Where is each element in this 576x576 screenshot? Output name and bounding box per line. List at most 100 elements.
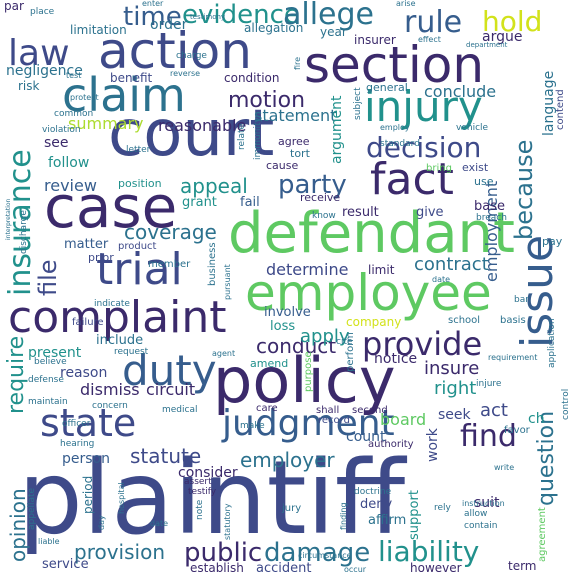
word-company: company — [346, 315, 402, 329]
word-include: include — [96, 333, 144, 348]
word-immunity: immunity — [253, 117, 263, 160]
word-public: public — [184, 538, 263, 568]
word-shall: shall — [316, 405, 340, 416]
word-department: department — [466, 41, 508, 49]
word-policy: policy — [213, 344, 396, 417]
word-accident: accident — [256, 561, 312, 576]
word-charge: charge — [176, 51, 207, 61]
word-summary: summary — [68, 114, 144, 133]
word-pay: pay — [542, 235, 563, 248]
word-contract: contract — [414, 254, 489, 275]
word-dismiss: dismiss — [80, 380, 140, 399]
word-court: court — [108, 97, 275, 171]
word-general: general — [366, 81, 408, 94]
word-right: right — [434, 378, 477, 399]
word-seek: seek — [438, 407, 471, 423]
word-agent: agent — [212, 349, 236, 358]
word-medical: medical — [162, 405, 198, 415]
word-member: member — [148, 259, 191, 270]
word-term: term — [508, 559, 537, 573]
word-defendant: defendant — [228, 201, 515, 266]
word-breach: breach — [476, 213, 507, 223]
word-suit: suit — [474, 495, 500, 511]
word-motion: motion — [228, 88, 306, 113]
word-testify: testify — [188, 487, 217, 497]
word-notice: notice — [374, 351, 418, 367]
word-action: action — [98, 22, 252, 80]
word-employee: employee — [245, 264, 492, 322]
word-however: however — [410, 561, 462, 575]
word-limitation: limitation — [70, 23, 127, 37]
word-relate: relate — [237, 123, 247, 150]
word-enter: enter — [142, 0, 164, 8]
word-allege: allege — [283, 0, 375, 32]
word-indicate: indicate — [94, 299, 130, 309]
word-year: year — [320, 25, 347, 39]
word-insure: insure — [424, 358, 480, 379]
word-letter: letter — [126, 145, 151, 155]
word-amend: amend — [250, 357, 289, 370]
word-request: request — [114, 347, 149, 357]
word-loss: loss — [270, 319, 296, 334]
word-finding: finding — [339, 502, 348, 530]
word-place: place — [30, 7, 55, 17]
word-state: state — [40, 401, 137, 445]
word-evidence: evidence — [182, 0, 300, 30]
word-standard: standard — [380, 139, 420, 149]
word-business: business — [207, 242, 218, 286]
word-contend: contend — [555, 89, 566, 130]
word-instruction: instruction — [462, 499, 505, 508]
word-condition: condition — [224, 71, 280, 85]
word-insurer: insurer — [354, 33, 396, 47]
word-argument: argument — [329, 95, 345, 164]
word-date: date — [432, 275, 451, 284]
word-require: require — [4, 335, 29, 414]
word-period: period — [81, 475, 95, 514]
word-risk: risk — [18, 79, 40, 93]
word-coverage: coverage — [124, 220, 217, 244]
word-agreement: agreement — [537, 507, 548, 562]
word-statutory: statutory — [223, 503, 232, 540]
word-present: present — [28, 345, 82, 361]
word-conclude: conclude — [424, 82, 497, 101]
word-trial: trial — [96, 244, 183, 295]
word-product: product — [118, 241, 157, 252]
word-statement: statement — [254, 106, 337, 125]
word-school: school — [448, 315, 481, 326]
word-apply: apply — [300, 326, 350, 347]
word-control: control — [561, 388, 571, 420]
word-law: law — [8, 33, 70, 74]
word-cite: cite — [336, 337, 353, 347]
word-find: find — [460, 419, 517, 454]
word-allow: allow — [464, 509, 488, 519]
word-liability: liability — [378, 535, 480, 568]
word-protect: protect — [70, 93, 99, 102]
word-concern: concern — [92, 401, 128, 411]
word-requirement: requirement — [488, 353, 538, 362]
word-fail: fail — [240, 195, 260, 210]
word-circuit: circuit — [146, 380, 196, 399]
word-rely: rely — [434, 503, 451, 513]
word-cause: cause — [266, 159, 299, 172]
word-second: second — [352, 405, 388, 416]
word-exist: exist — [462, 161, 489, 174]
word-deny: deny — [360, 497, 393, 512]
word-subject: subject — [353, 87, 363, 120]
word-testimony: testimony — [190, 13, 226, 21]
word-position: position — [118, 177, 162, 190]
word-benefit: benefit — [110, 71, 153, 85]
word-tort: tort — [290, 147, 310, 160]
word-fact: fact — [370, 154, 454, 205]
word-authority: authority — [368, 439, 414, 450]
word-defense: defense — [28, 375, 64, 385]
word-negligence: negligence — [6, 63, 83, 79]
word-officer: officer — [62, 419, 91, 429]
word-interpretation: interpretation — [5, 198, 12, 240]
word-case: case — [44, 173, 178, 241]
word-jury: jury — [282, 503, 302, 514]
word-complaint: complaint — [8, 292, 227, 343]
word-judgment: judgment — [222, 403, 395, 444]
word-section: section — [304, 36, 485, 94]
word-involve: involve — [264, 305, 311, 320]
word-work: work — [425, 428, 441, 462]
